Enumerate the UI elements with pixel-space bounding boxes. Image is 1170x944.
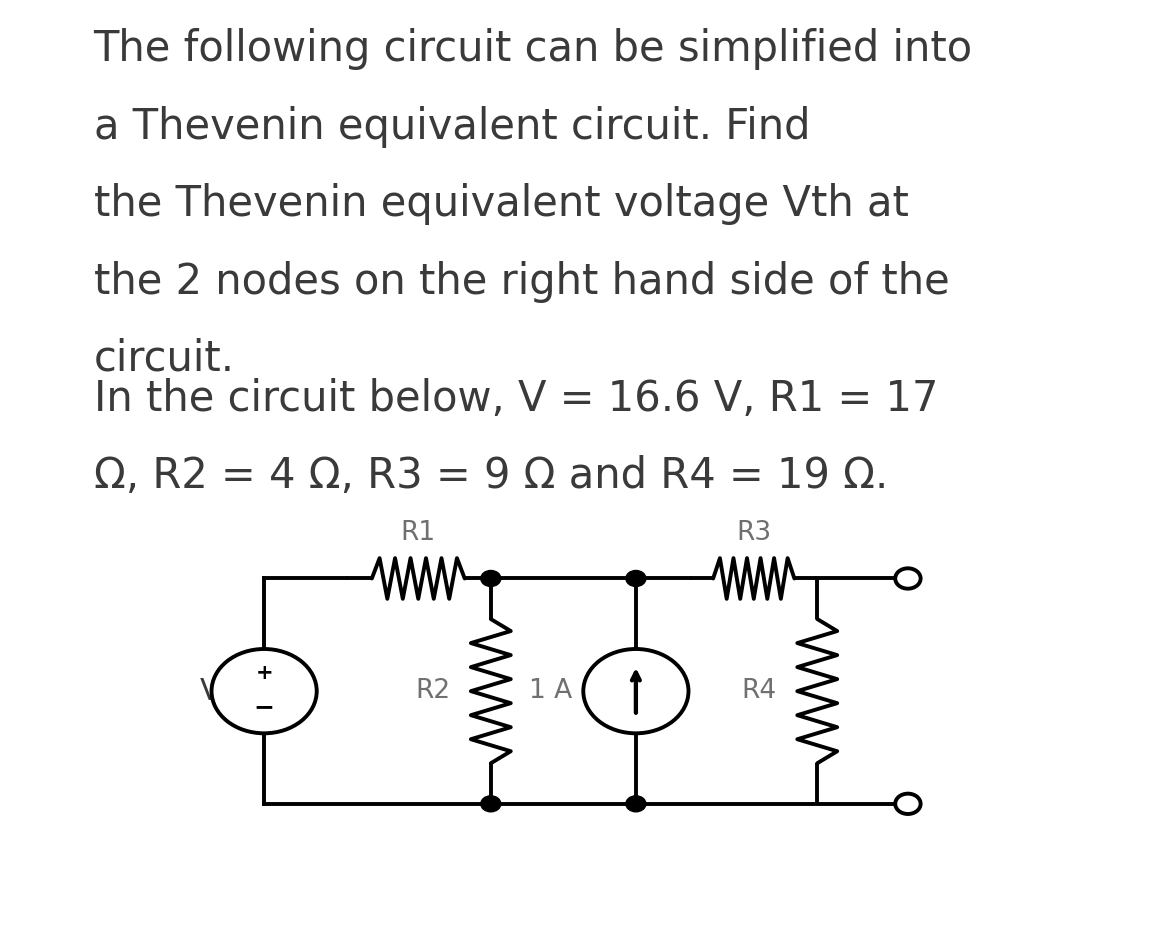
Text: +: +	[255, 664, 273, 683]
Text: a Thevenin equivalent circuit. Find: a Thevenin equivalent circuit. Find	[94, 106, 810, 147]
Text: the Thevenin equivalent voltage Vth at: the Thevenin equivalent voltage Vth at	[94, 183, 908, 225]
Circle shape	[895, 568, 921, 589]
Text: R3: R3	[736, 520, 771, 546]
Circle shape	[626, 796, 646, 812]
Circle shape	[626, 570, 646, 586]
Text: R2: R2	[415, 678, 450, 704]
Text: The following circuit can be simplified into: The following circuit can be simplified …	[94, 28, 972, 70]
Circle shape	[584, 649, 688, 733]
Text: 1 A: 1 A	[529, 678, 572, 704]
Circle shape	[481, 796, 501, 812]
Text: circuit.: circuit.	[94, 338, 235, 379]
Text: R4: R4	[742, 678, 777, 704]
Text: In the circuit below, V = 16.6 V, R1 = 17: In the circuit below, V = 16.6 V, R1 = 1…	[94, 378, 938, 419]
Text: the 2 nodes on the right hand side of the: the 2 nodes on the right hand side of th…	[94, 261, 949, 302]
Circle shape	[212, 649, 317, 733]
Text: −: −	[254, 695, 275, 719]
Text: V: V	[199, 677, 220, 706]
Circle shape	[481, 570, 501, 586]
Text: Ω, R2 = 4 Ω, R3 = 9 Ω and R4 = 19 Ω.: Ω, R2 = 4 Ω, R3 = 9 Ω and R4 = 19 Ω.	[94, 455, 888, 497]
Circle shape	[895, 794, 921, 814]
Text: R1: R1	[400, 520, 436, 546]
